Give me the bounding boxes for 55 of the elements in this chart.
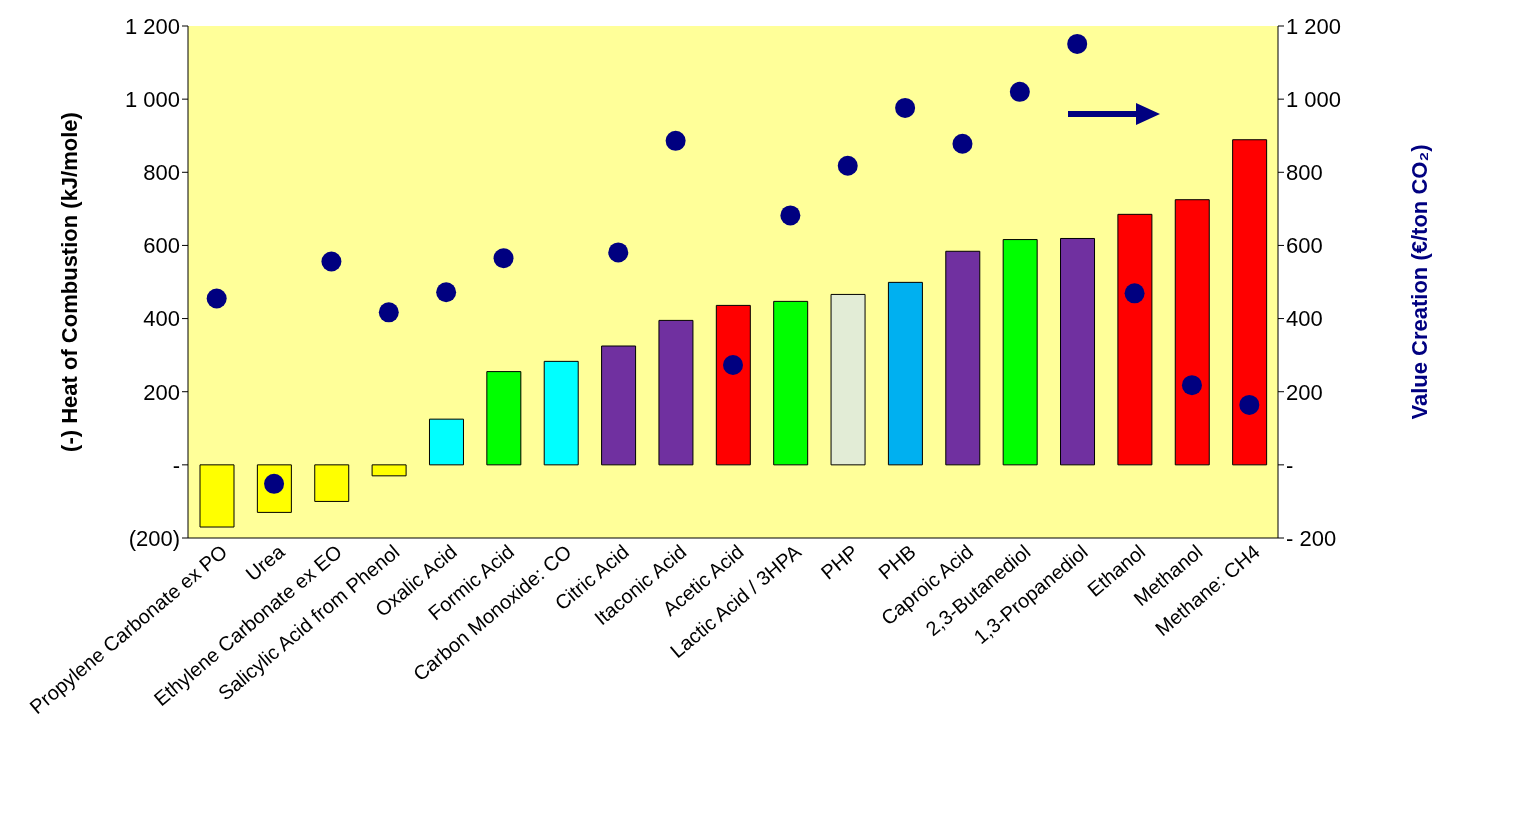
y-tick-label: 600 [143,233,180,259]
bar [1232,139,1268,466]
y-tick-label: 200 [143,379,180,405]
y-tick-label: 1 000 [124,86,180,112]
y-tick-label: 800 [143,160,180,186]
bar [428,418,464,466]
point [723,355,743,376]
point [837,155,858,176]
y2-tick-label: 400 [1286,306,1323,332]
bar [1002,239,1038,466]
y2-tick-label: - [1286,452,1294,478]
bar [830,293,866,466]
y-tick-label: 1 200 [124,13,180,39]
y2-tick-label: 600 [1286,233,1323,259]
bar [887,281,923,466]
point [378,302,399,323]
point [493,248,514,269]
y-tick-label: 400 [143,306,180,332]
bar [601,345,637,466]
point [1067,33,1088,54]
y2-tick-label: 800 [1286,160,1323,186]
bar [1060,237,1096,466]
y-tick-label: (200) [128,525,180,551]
bar [658,319,694,466]
y2-tick-label: - 200 [1286,525,1337,551]
bar [1117,213,1153,466]
y2-tick-label: 1 200 [1286,13,1342,39]
x-tick-label: PHP [816,540,863,584]
point [436,282,457,303]
point [608,242,629,263]
bar [543,360,579,466]
point [1124,283,1145,304]
bar [1174,199,1210,466]
bar [486,371,522,466]
bar [314,464,350,502]
point [1009,81,1030,102]
x-tick-label: Urea [241,539,290,586]
point [780,205,801,226]
point [952,133,973,154]
y2-tick-label: 1 000 [1286,86,1342,112]
bar [199,464,235,528]
bar [371,464,407,477]
point [665,130,686,151]
point [895,97,916,118]
y-tick-label: - [172,452,180,478]
point [206,288,227,309]
bar [773,300,809,466]
point [321,251,342,272]
y2-tick-label: 200 [1286,379,1323,405]
bar [715,304,751,466]
point [1181,375,1202,396]
point [1239,394,1260,415]
y-axis-title: (-) Heat of Combustion (kJ/mole) [56,112,82,452]
y2-axis-title: Value Creation (€/ton CO₂) [1406,144,1432,420]
bar [945,250,981,466]
